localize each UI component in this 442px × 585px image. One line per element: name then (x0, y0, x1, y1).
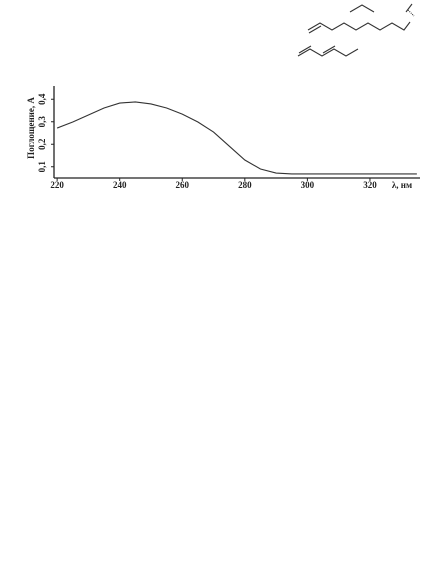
x-tick-label: 300 (301, 180, 315, 190)
x-tick-label: 220 (50, 180, 64, 190)
spectrum-line (56, 101, 417, 175)
y-tick-label: 0,2 (37, 138, 47, 150)
structure-bond (298, 45, 312, 54)
x-tick-label: 260 (176, 180, 190, 190)
structure-bond (322, 45, 336, 54)
molecule-structures (297, 3, 415, 57)
structure-bond (407, 9, 415, 17)
x-tick-label: 320 (363, 180, 377, 190)
y-axis-label: Поглощение, A (26, 97, 36, 159)
structure-bond (349, 4, 375, 13)
structure-chain (297, 48, 359, 57)
structure-chain (307, 21, 411, 31)
x-tick-label: 240 (113, 180, 127, 190)
y-tick-label: 0,4 (37, 93, 47, 105)
y-tick-label: 0,3 (37, 116, 47, 128)
structure-bond (308, 25, 322, 34)
x-tick-label: 280 (238, 180, 252, 190)
x-axis-label: λ, нм (392, 180, 412, 190)
structure-bond (405, 3, 413, 13)
y-tick-label: 0,1 (37, 161, 47, 173)
